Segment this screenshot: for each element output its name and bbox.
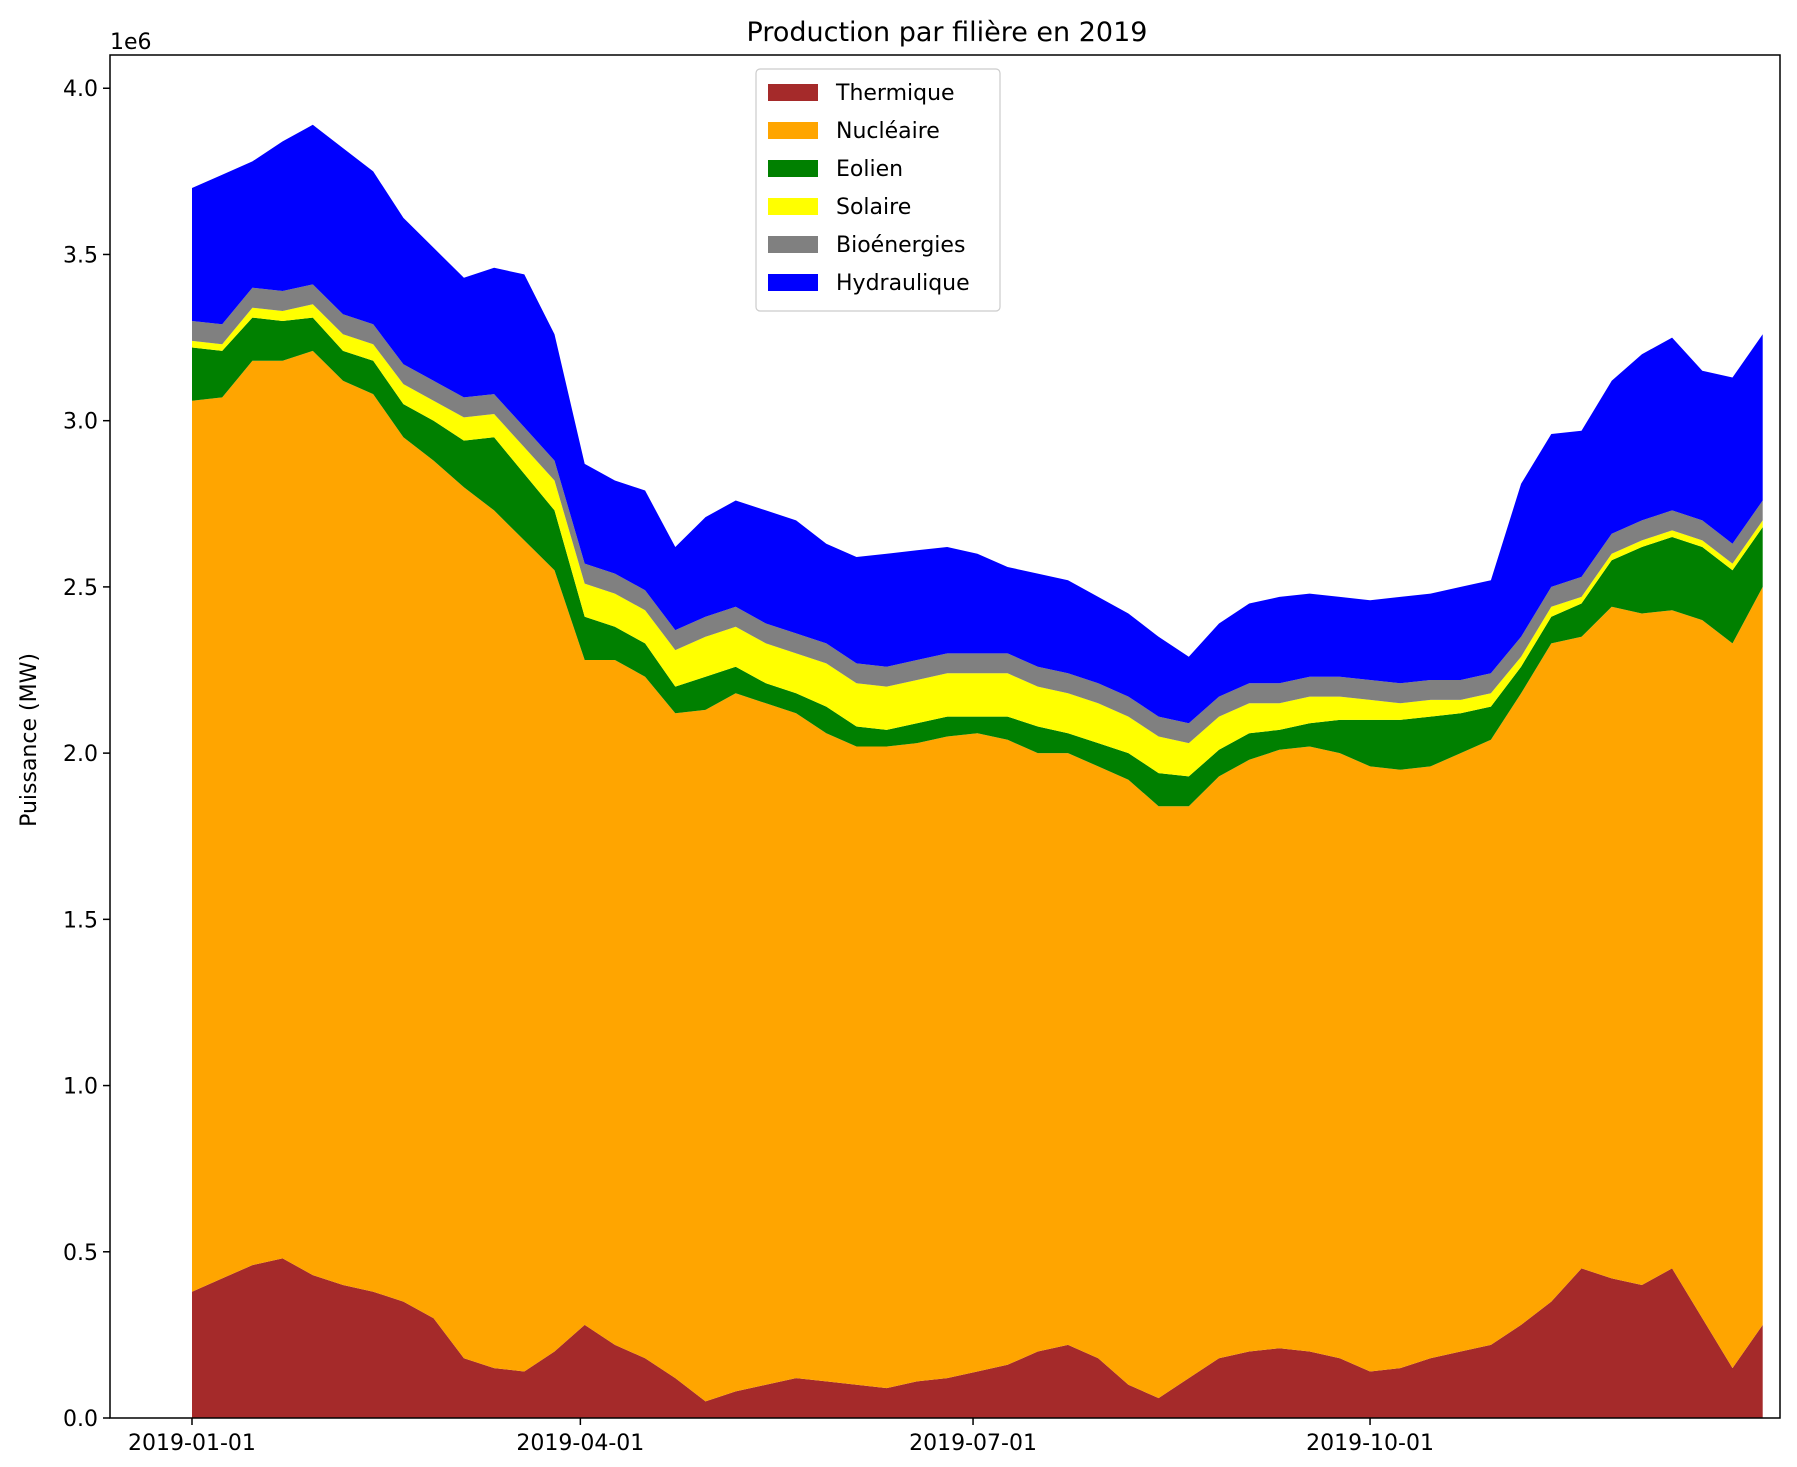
legend: Thermique Nucléaire Eolien Solaire Bioénergi… <box>755 68 1001 312</box>
x-tick-label: 2019-04-01 <box>516 1431 644 1456</box>
y-tick-label: 1.0 <box>63 1075 98 1100</box>
legend-swatch <box>768 198 818 215</box>
area-bioénergies <box>192 284 1763 744</box>
area-thermique <box>192 1258 1763 1418</box>
x-tick-label: 2019-07-01 <box>909 1431 1037 1456</box>
legend-label: Hydraulique <box>836 271 970 296</box>
legend-label: Eolien <box>836 157 903 182</box>
area-hydraulique <box>192 124 1763 724</box>
x-tick-label: 2019-01-01 <box>128 1431 256 1456</box>
y-tick-label: 2.0 <box>63 742 98 767</box>
y-tick-label: 4.0 <box>63 77 98 102</box>
area-series-group <box>192 124 1763 1418</box>
legend-swatch <box>768 122 818 139</box>
plot-frame <box>109 54 1781 1419</box>
area-nucléaire <box>192 350 1763 1402</box>
legend-label: Nucléaire <box>836 119 940 144</box>
area-solaire <box>192 304 1763 777</box>
y-tick-label: 3.0 <box>63 410 98 435</box>
y-axis-label: Puissance (MW) <box>17 653 42 827</box>
area-eolien <box>192 317 1763 807</box>
legend-swatch <box>768 274 818 291</box>
legend-label: Bioénergies <box>836 233 965 258</box>
y-tick-label: 0.0 <box>63 1407 98 1432</box>
y-axis: 0.0 0.5 1.0 1.5 2.0 2.5 3.0 3.5 4.0 <box>63 77 110 1432</box>
legend-label: Solaire <box>836 195 911 220</box>
chart-title: Production par filière en 2019 <box>747 17 1148 48</box>
y-tick-label: 0.5 <box>63 1241 98 1266</box>
y-tick-label: 2.5 <box>63 576 98 601</box>
legend-label: Thermique <box>835 81 955 106</box>
y-tick-label: 1.5 <box>63 908 98 933</box>
x-tick-label: 2019-10-01 <box>1306 1431 1434 1456</box>
y-axis-multiplier: 1e6 <box>110 30 152 55</box>
y-tick-label: 3.5 <box>63 243 98 268</box>
legend-swatch <box>768 84 818 101</box>
x-axis: 2019-01-01 2019-04-01 2019-07-01 2019-10-01 <box>128 1418 1434 1456</box>
legend-swatch <box>768 160 818 177</box>
legend-swatch <box>768 236 818 253</box>
